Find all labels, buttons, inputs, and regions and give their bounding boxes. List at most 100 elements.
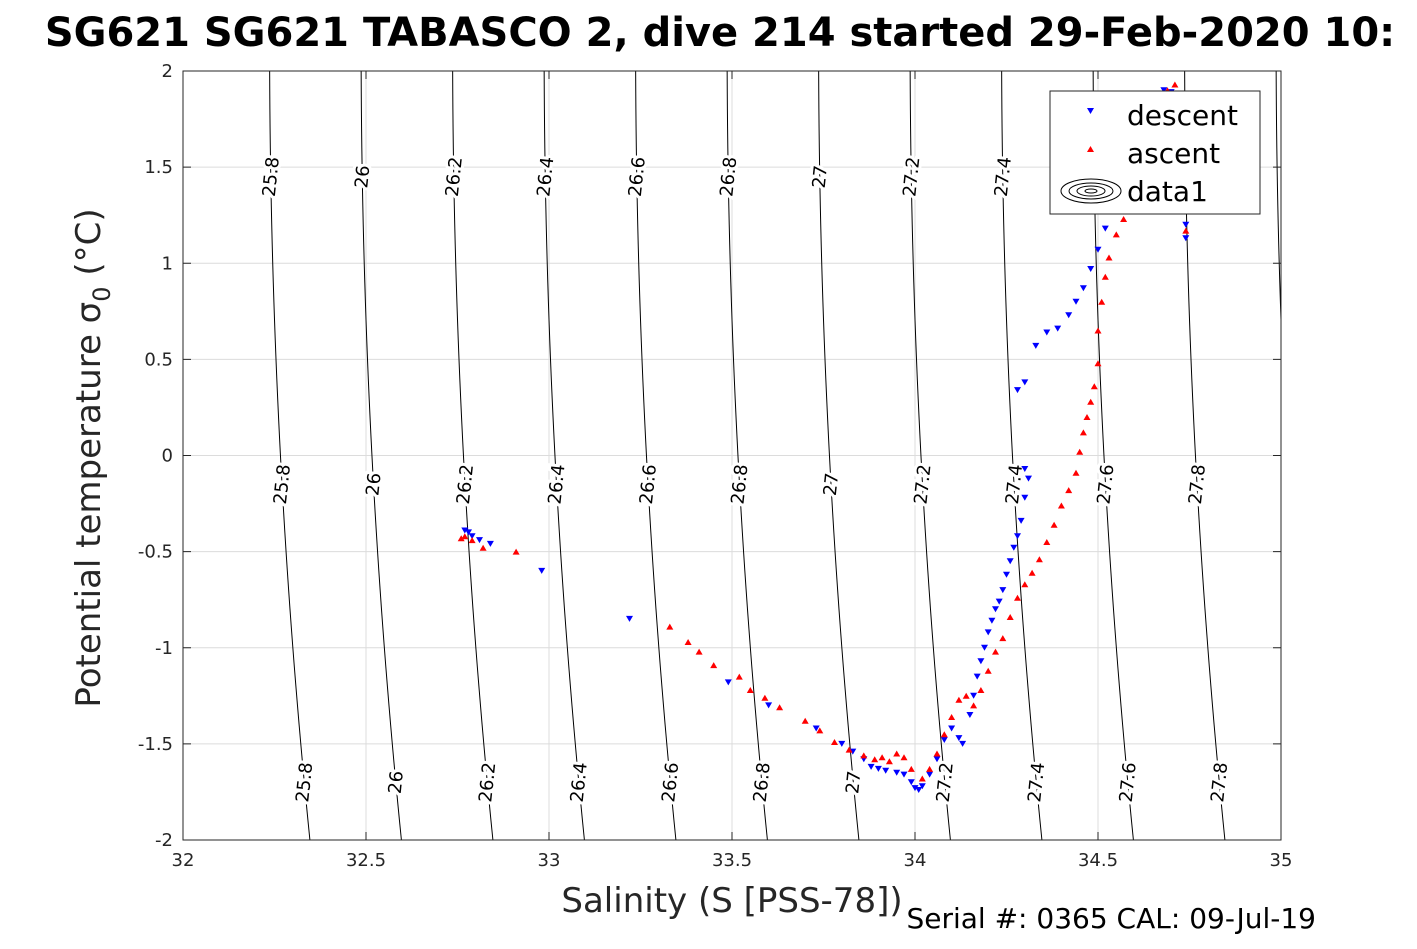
legend-contour-icon [1060,178,1122,204]
descent-point [911,785,919,792]
descent-point [1021,494,1029,501]
ascent-point [999,635,1007,642]
ascent-point [479,544,487,551]
ascent-point [1035,556,1043,563]
isopycnal-line [1001,71,1043,840]
descent-point [999,587,1007,594]
ascent-point [885,758,893,765]
ascent-point [1087,398,1095,405]
x-tick-label: 32.5 [346,850,386,871]
ascent-point [977,687,985,693]
ascent-point [801,717,809,724]
descent-point [995,598,1003,605]
ascent-point [860,752,868,759]
descent-point [1017,517,1025,524]
ascent-point [684,639,692,645]
ascent-point [907,765,915,772]
ascent-point [1079,429,1087,436]
isopycnal-label: 26.8 [716,156,741,198]
descent-point [1014,387,1021,394]
x-tick-label: 33 [538,850,561,871]
isopycnal-label: 27.2 [933,761,958,803]
ascent-point [992,648,999,655]
descent-point [1014,533,1021,540]
descent-point [838,740,846,747]
descent-point [940,737,948,743]
descent-point [1043,329,1051,336]
descent-point [1160,87,1168,94]
data-series [457,81,1190,793]
ascent-point [1057,502,1065,509]
descent-point [1006,558,1014,565]
descent-point [900,771,908,778]
ascent-point [1182,227,1190,234]
legend-data1-label: data1 [1127,175,1208,208]
isopycnal-label: 27.6 [1093,463,1118,505]
descent-point [893,769,901,776]
x-tick-label: 35 [1270,850,1293,871]
ascent-point [948,714,956,720]
descent-point [1094,246,1102,253]
descent-point [538,567,546,574]
isopycnal-label: 26.6 [636,463,661,505]
descent-point [1182,221,1190,228]
descent-point [907,779,915,786]
isopycnal-line [909,71,951,840]
ascent-point [1014,594,1021,601]
isopycnal-label: 26.6 [658,761,683,803]
descent-point [765,702,773,709]
ascent-point [1076,448,1084,455]
descent-point [476,537,483,544]
y-axis-label-unit: (°C) [69,208,109,286]
isopycnal-line [726,71,768,840]
descent-point [1021,379,1029,386]
y-tick-label: 0 [162,446,173,467]
isopycnal-label: 26.2 [442,156,467,198]
descent-point [970,692,978,699]
y-tick-label: -0.5 [138,542,173,563]
ascent-point [918,775,926,782]
ascent-point [816,727,824,734]
chart-title: SG621 SG621 TABASCO 2, dive 214 started … [45,10,1395,56]
descent-point [973,673,981,680]
isopycnal-line [452,71,494,840]
isopycnal-label: 26.4 [533,156,558,198]
isopycnal-line [818,71,860,840]
ascent-point [776,704,784,711]
ascent-point [1021,581,1029,588]
descent-point [1021,466,1029,472]
y-tick-label: -2 [155,830,173,851]
ascent-point [940,731,948,738]
descent-point [465,529,472,536]
legend-descent-label: descent [1127,99,1238,132]
ascent-point [735,673,743,680]
ascent-point [831,739,838,745]
y-tick-label: 1 [162,253,173,274]
isopycnal-line [269,71,311,840]
isopycnal-label: 27.2 [910,463,935,505]
legend: descent ascent data1 [1049,90,1261,215]
ascent-point [1050,521,1058,528]
descent-point [1182,235,1190,242]
ascent-point [1090,383,1098,390]
y-tick-label: 2 [162,61,173,82]
ascent-point [1171,81,1179,88]
isopycnal-label: 27.4 [1024,761,1049,803]
isopycnal-label: 26 [385,770,408,795]
isopycnal-line [1275,71,1281,334]
descent-point [984,629,992,636]
isopycnal-label: 26 [351,164,374,189]
isopycnal-label: 25.8 [270,463,295,505]
x-tick-label: 34 [904,850,927,871]
axis-ticks: 32 32.5 33 33.5 34 34.5 35 -2 -1.5 -1 -0.5 0 0.5 1 1.5… [138,61,1293,871]
ascent-point [926,765,934,772]
ascent-point [893,750,901,757]
y-axis-label-subscript: 0 [88,286,116,301]
ascent-point [1101,273,1109,280]
descent-point [867,763,875,770]
descent-point [948,725,956,732]
descent-point [468,533,476,540]
descent-point [1072,298,1080,305]
descent-point [1065,312,1073,319]
